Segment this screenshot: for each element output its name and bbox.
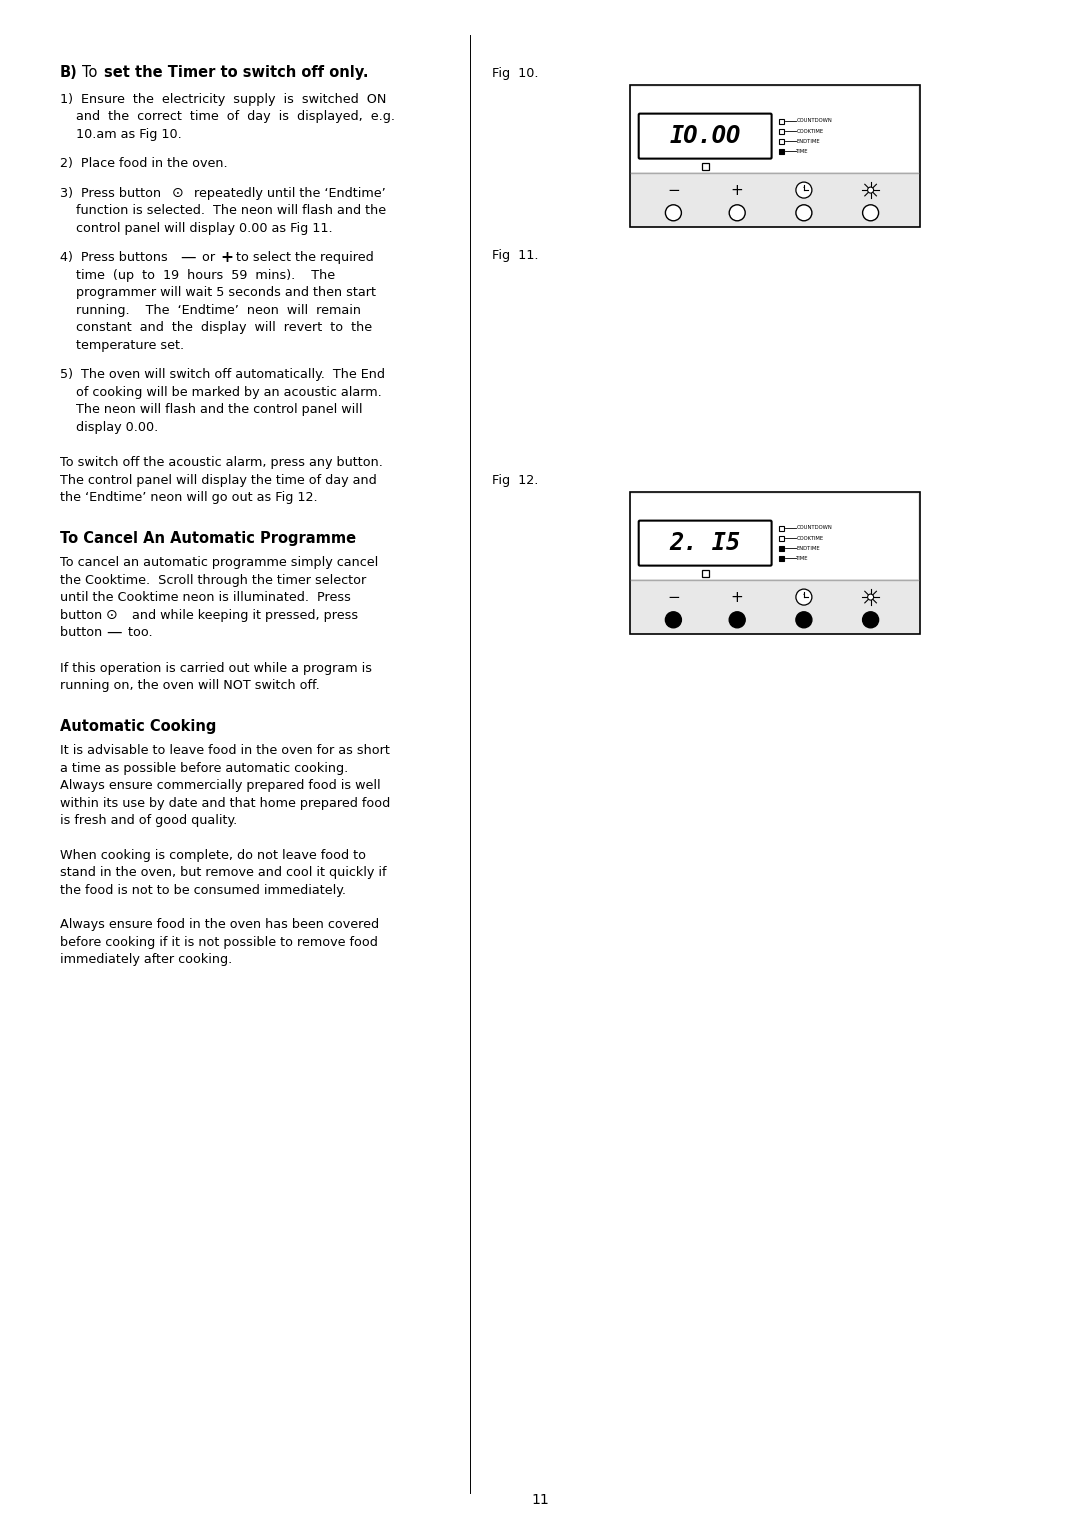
Text: repeatedly until the ‘Endtime’: repeatedly until the ‘Endtime’: [190, 186, 386, 200]
Text: Always ensure commercially prepared food is well: Always ensure commercially prepared food…: [60, 779, 380, 792]
Text: running on, the oven will NOT switch off.: running on, the oven will NOT switch off…: [60, 678, 320, 692]
Text: —: —: [180, 251, 195, 264]
Circle shape: [796, 611, 812, 628]
Text: Always ensure food in the oven has been covered: Always ensure food in the oven has been …: [60, 918, 379, 931]
Text: COUNTDOWN: COUNTDOWN: [796, 526, 833, 530]
Text: TIME: TIME: [796, 556, 809, 561]
Bar: [779, 556, 784, 561]
Text: 2. I5: 2. I5: [670, 532, 741, 555]
Text: and while keeping it pressed, press: and while keeping it pressed, press: [124, 608, 359, 622]
Text: is fresh and of good quality.: is fresh and of good quality.: [60, 814, 238, 827]
Bar: [779, 139, 784, 144]
Bar: [632, 494, 918, 579]
Circle shape: [665, 205, 681, 222]
Text: IO.OO: IO.OO: [670, 124, 741, 148]
Text: display 0.00.: display 0.00.: [60, 420, 159, 434]
Text: Fig  11.: Fig 11.: [491, 249, 538, 261]
Text: immediately after cooking.: immediately after cooking.: [60, 953, 232, 966]
Bar: [779, 150, 784, 154]
Text: TIME: TIME: [796, 148, 809, 154]
Text: the ‘Endtime’ neon will go out as Fig 12.: the ‘Endtime’ neon will go out as Fig 12…: [60, 490, 318, 504]
Circle shape: [729, 611, 745, 628]
Text: 2)  Place food in the oven.: 2) Place food in the oven.: [60, 157, 228, 170]
Text: ⊙: ⊙: [106, 608, 118, 622]
Text: COOKTIME: COOKTIME: [796, 128, 824, 133]
FancyBboxPatch shape: [630, 86, 920, 228]
Text: −: −: [667, 182, 679, 197]
Text: +: +: [731, 182, 743, 197]
Bar: [702, 163, 708, 171]
Text: running.    The  ‘Endtime’  neon  will  remain: running. The ‘Endtime’ neon will remain: [60, 304, 361, 316]
Text: programmer will wait 5 seconds and then start: programmer will wait 5 seconds and then …: [60, 286, 376, 299]
Text: +: +: [220, 251, 233, 264]
Text: Fig  10.: Fig 10.: [491, 67, 538, 79]
Text: stand in the oven, but remove and cool it quickly if: stand in the oven, but remove and cool i…: [60, 866, 387, 879]
Bar: [779, 526, 784, 530]
Text: −: −: [667, 590, 679, 605]
Text: +: +: [731, 590, 743, 605]
Text: COOKTIME: COOKTIME: [796, 535, 824, 541]
Text: the Cooktime.  Scroll through the timer selector: the Cooktime. Scroll through the timer s…: [60, 573, 366, 587]
Text: It is advisable to leave food in the oven for as short: It is advisable to leave food in the ove…: [60, 744, 390, 756]
Text: The neon will flash and the control panel will: The neon will flash and the control pane…: [60, 403, 363, 416]
Text: ⊙: ⊙: [172, 185, 184, 200]
Text: Automatic Cooking: Automatic Cooking: [60, 718, 216, 733]
Circle shape: [729, 205, 745, 222]
Text: ENDTIME: ENDTIME: [796, 139, 820, 144]
Text: ENDTIME: ENDTIME: [796, 545, 820, 550]
Circle shape: [863, 205, 879, 222]
Text: When cooking is complete, do not leave food to: When cooking is complete, do not leave f…: [60, 848, 366, 862]
Text: button: button: [60, 608, 106, 622]
Text: temperature set.: temperature set.: [60, 339, 184, 351]
FancyBboxPatch shape: [630, 492, 920, 634]
Circle shape: [863, 611, 879, 628]
Text: 3)  Press button: 3) Press button: [60, 186, 165, 200]
Text: If this operation is carried out while a program is: If this operation is carried out while a…: [60, 662, 372, 674]
Text: function is selected.  The neon will flash and the: function is selected. The neon will flas…: [60, 205, 387, 217]
Bar: [779, 545, 784, 552]
Text: control panel will display 0.00 as Fig 11.: control panel will display 0.00 as Fig 1…: [60, 222, 333, 234]
Bar: [779, 536, 784, 541]
Text: a time as possible before automatic cooking.: a time as possible before automatic cook…: [60, 761, 348, 775]
Bar: [632, 87, 918, 173]
Text: the food is not to be consumed immediately.: the food is not to be consumed immediate…: [60, 883, 346, 897]
Text: —: —: [106, 625, 121, 640]
Text: time  (up  to  19  hours  59  mins).    The: time (up to 19 hours 59 mins). The: [60, 269, 335, 281]
Text: B): B): [60, 66, 78, 79]
Circle shape: [867, 594, 874, 601]
Text: button: button: [60, 626, 106, 639]
Bar: [702, 570, 708, 578]
Text: set the Timer to switch off only.: set the Timer to switch off only.: [104, 66, 368, 79]
Text: The control panel will display the time of day and: The control panel will display the time …: [60, 474, 377, 486]
Bar: [779, 119, 784, 124]
Circle shape: [867, 186, 874, 193]
Text: 1)  Ensure  the  electricity  supply  is  switched  ON: 1) Ensure the electricity supply is swit…: [60, 93, 387, 105]
Text: COUNTDOWN: COUNTDOWN: [796, 118, 833, 124]
FancyBboxPatch shape: [638, 521, 771, 565]
Text: To: To: [82, 66, 107, 79]
Text: until the Cooktime neon is illuminated.  Press: until the Cooktime neon is illuminated. …: [60, 591, 351, 604]
Text: within its use by date and that home prepared food: within its use by date and that home pre…: [60, 796, 390, 810]
Text: 10.am as Fig 10.: 10.am as Fig 10.: [60, 127, 181, 141]
Text: To Cancel An Automatic Programme: To Cancel An Automatic Programme: [60, 530, 356, 545]
Text: of cooking will be marked by an acoustic alarm.: of cooking will be marked by an acoustic…: [60, 385, 381, 399]
Text: or: or: [198, 251, 219, 264]
Circle shape: [796, 590, 812, 605]
Text: 11: 11: [531, 1493, 549, 1507]
Text: Fig  12.: Fig 12.: [491, 474, 538, 487]
Circle shape: [796, 205, 812, 222]
Text: and  the  correct  time  of  day  is  displayed,  e.g.: and the correct time of day is displayed…: [60, 110, 395, 122]
Circle shape: [665, 611, 681, 628]
Circle shape: [796, 182, 812, 199]
Text: constant  and  the  display  will  revert  to  the: constant and the display will revert to …: [60, 321, 373, 335]
Text: To switch off the acoustic alarm, press any button.: To switch off the acoustic alarm, press …: [60, 455, 383, 469]
Text: to select the required: to select the required: [232, 251, 374, 264]
Text: before cooking if it is not possible to remove food: before cooking if it is not possible to …: [60, 935, 378, 949]
Text: To cancel an automatic programme simply cancel: To cancel an automatic programme simply …: [60, 556, 378, 568]
FancyBboxPatch shape: [638, 113, 771, 159]
Text: 5)  The oven will switch off automatically.  The End: 5) The oven will switch off automaticall…: [60, 368, 384, 380]
Text: too.: too.: [124, 626, 152, 639]
Text: 4)  Press buttons: 4) Press buttons: [60, 251, 172, 264]
Bar: [779, 128, 784, 134]
